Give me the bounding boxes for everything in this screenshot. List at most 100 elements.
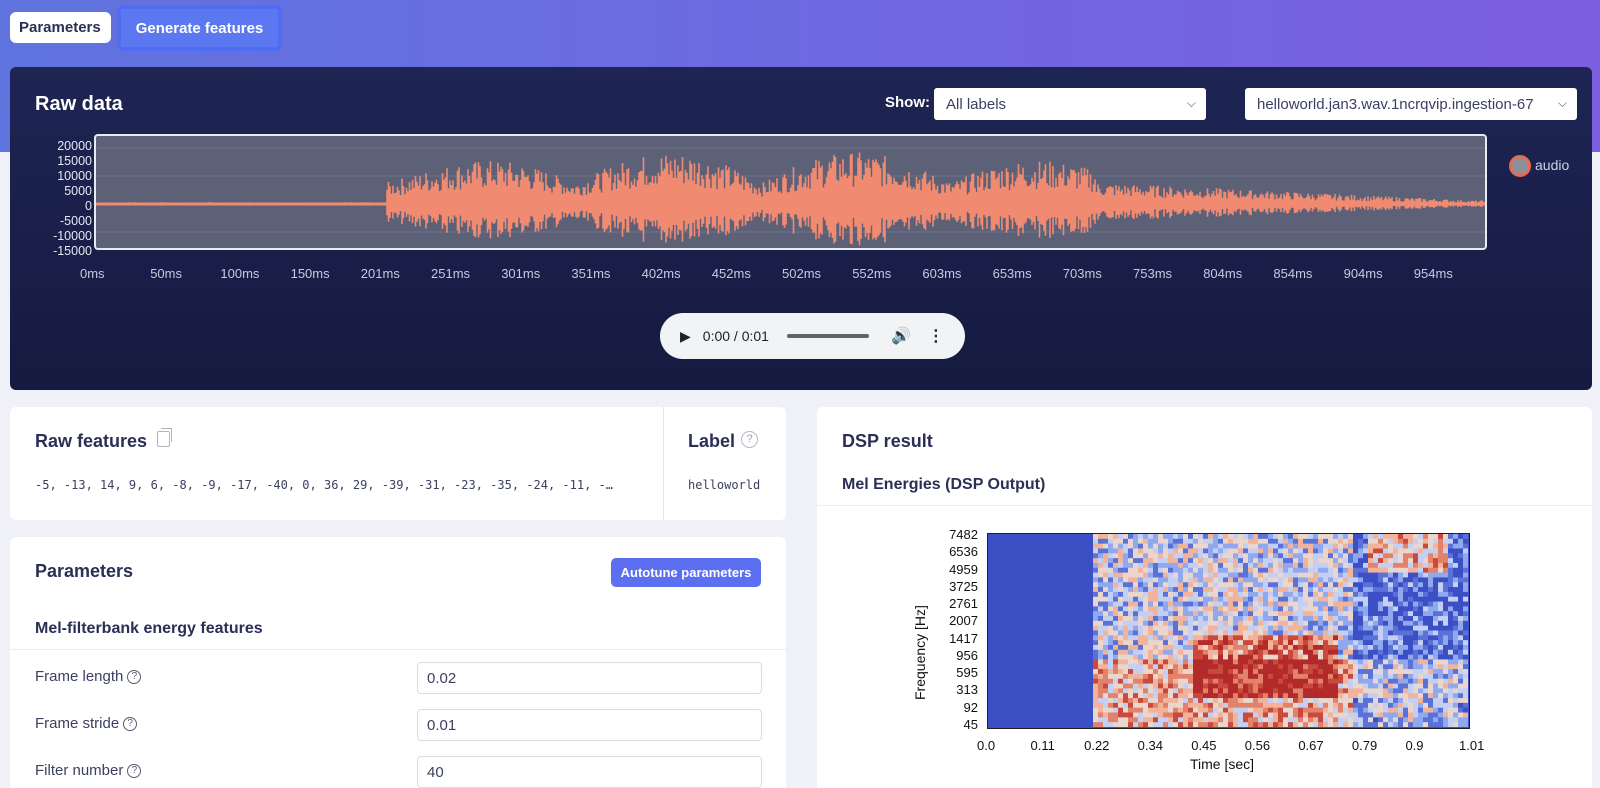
waveform-x-tick: 703ms [1062, 266, 1102, 281]
waveform-x-tick: 804ms [1203, 266, 1243, 281]
tab-parameters[interactable]: Parameters [10, 12, 111, 43]
mel-spectrogram [987, 533, 1470, 729]
chevron-down-icon: ⌵ [1186, 96, 1196, 110]
spectrogram-x-tick: 0.34 [1137, 738, 1163, 753]
audio-time: 0:00 / 0:01 [702, 328, 769, 344]
filter-number-label: Filter number ? [35, 762, 142, 779]
waveform-y-tick: 20000 [57, 139, 92, 153]
dsp-output-subtitle: Mel Energies (DSP Output) [842, 476, 1046, 493]
raw-features-title: Raw features [35, 431, 148, 451]
waveform-y-tick: -10000 [53, 229, 92, 243]
waveform-y-tick: 0 [85, 199, 92, 213]
parameters-title: Parameters [35, 561, 134, 581]
raw-features-card: Raw features -5, -13, 14, 9, 6, -8, -9, … [10, 407, 786, 520]
waveform-plot [95, 147, 1485, 246]
spectrogram-y-tick: 313 [956, 682, 978, 698]
label-value: helloworld [688, 478, 761, 492]
copy-icon[interactable] [157, 428, 172, 447]
raw-data-panel: Raw data Show: All labels ⌵ helloworld.j… [10, 67, 1592, 390]
spectrogram-y-tick: 45 [963, 717, 978, 732]
help-icon[interactable]: ? [123, 716, 138, 731]
filter-number-input[interactable]: 40 [417, 756, 762, 788]
waveform-y-tick: 5000 [64, 184, 92, 198]
spectrogram-y-tick: 2007 [949, 613, 978, 629]
label-title: Label [688, 431, 736, 451]
waveform-x-tick: 251ms [431, 266, 471, 281]
waveform-x-tick: 50ms [150, 266, 182, 281]
audio-player: ▶ 0:00 / 0:01 🔊 ⋮ [660, 313, 965, 359]
mel-spectrogram-plot [988, 534, 1469, 728]
volume-icon[interactable]: 🔊 [890, 328, 911, 345]
raw-features-divider [663, 407, 664, 520]
spectrogram-x-tick: 0.56 [1244, 738, 1271, 753]
play-icon[interactable]: ▶ [680, 327, 691, 344]
spectrogram-x-tick: 0.9 [1405, 738, 1424, 753]
spectrogram-y-tick: 1417 [949, 630, 978, 646]
waveform-y-tick: -5000 [60, 214, 92, 228]
waveform-x-tick: 301ms [501, 266, 541, 281]
frame-length-input[interactable]: 0.02 [417, 662, 762, 694]
spectrogram-y-tick: 6536 [949, 544, 978, 560]
spectrogram-y-tick: 92 [963, 699, 978, 715]
raw-features-values: -5, -13, 14, 9, 6, -8, -9, -17, -40, 0, … [35, 478, 613, 492]
frame-stride-text: Frame stride [35, 715, 120, 732]
sample-file-select[interactable]: helloworld.jan3.wav.1ncrqvip.ingestion-6… [1245, 88, 1577, 120]
more-options-icon[interactable]: ⋮ [927, 328, 944, 345]
waveform-x-tick: 0ms [80, 266, 105, 281]
waveform-x-tick: 954ms [1413, 266, 1453, 281]
waveform-x-tick: 904ms [1343, 266, 1383, 281]
spectrogram-x-label: Time [sec] [1190, 756, 1255, 772]
help-icon[interactable]: ? [127, 763, 142, 778]
label-filter-select[interactable]: All labels ⌵ [934, 88, 1206, 120]
spectrogram-x-tick: 0.0 [977, 738, 996, 753]
filter-number-text: Filter number [35, 762, 124, 779]
waveform-x-tick: 351ms [571, 266, 611, 281]
legend-audio-label: audio [1535, 157, 1570, 173]
frame-stride-input[interactable]: 0.01 [417, 709, 762, 741]
frame-stride-label: Frame stride ? [35, 715, 138, 732]
waveform-y-tick: 10000 [57, 169, 92, 183]
waveform-y-tick: 15000 [57, 154, 92, 168]
audio-seek-bar[interactable] [786, 334, 869, 338]
waveform-x-tick: 753ms [1133, 266, 1173, 281]
dsp-result-title: DSP result [842, 431, 933, 451]
help-icon[interactable]: ? [741, 431, 758, 448]
legend-audio-marker[interactable] [1509, 155, 1531, 177]
section-title: Mel-filterbank energy features [35, 620, 263, 637]
waveform-x-tick: 201ms [360, 266, 400, 281]
spectrogram-y-tick: 956 [956, 647, 978, 663]
spectrogram-x-tick: 0.79 [1351, 738, 1378, 753]
spectrogram-x-tick: 1.01 [1459, 738, 1485, 753]
waveform-x-tick: 502ms [782, 266, 822, 281]
tab-generate-features[interactable]: Generate features [117, 5, 282, 51]
help-icon[interactable]: ? [127, 669, 142, 684]
spectrogram-y-tick: 595 [956, 665, 978, 681]
label-filter-value: All labels [946, 95, 1007, 113]
waveform-x-tick: 854ms [1273, 266, 1313, 281]
spectrogram-x-tick: 0.22 [1084, 738, 1110, 753]
waveform-x-tick: 452ms [711, 266, 751, 281]
spectrogram-y-tick: 2761 [949, 596, 978, 612]
frame-length-text: Frame length [35, 668, 124, 685]
autotune-parameters-button[interactable]: Autotune parameters [611, 558, 761, 587]
parameters-card: Parameters Autotune parameters Mel-filte… [10, 537, 786, 788]
waveform-y-axis: 20000 15000 10000 5000 0 -5000 -10000 -15000 [30, 139, 92, 259]
spectrogram-x-tick: 0.67 [1298, 738, 1324, 753]
waveform-x-tick: 100ms [220, 266, 260, 281]
raw-data-title: Raw data [35, 93, 123, 115]
waveform-y-tick: -15000 [53, 244, 92, 258]
show-label: Show: [885, 94, 930, 111]
waveform-x-tick: 552ms [852, 266, 892, 281]
spectrogram-y-label: Frequency [Hz] [912, 605, 928, 700]
chevron-down-icon: ⌵ [1557, 96, 1567, 110]
frame-length-label: Frame length ? [35, 668, 142, 685]
waveform-x-tick: 603ms [922, 266, 962, 281]
spectrogram-x-tick: 0.11 [1030, 738, 1055, 753]
waveform-x-tick: 402ms [641, 266, 681, 281]
dsp-divider [817, 505, 1592, 506]
spectrogram-x-tick: 0.45 [1191, 738, 1217, 753]
spectrogram-y-tick: 4959 [949, 561, 978, 577]
waveform-x-tick: 653ms [992, 266, 1032, 281]
waveform-line [95, 152, 1485, 246]
spectrogram-y-tick: 3725 [949, 578, 978, 594]
